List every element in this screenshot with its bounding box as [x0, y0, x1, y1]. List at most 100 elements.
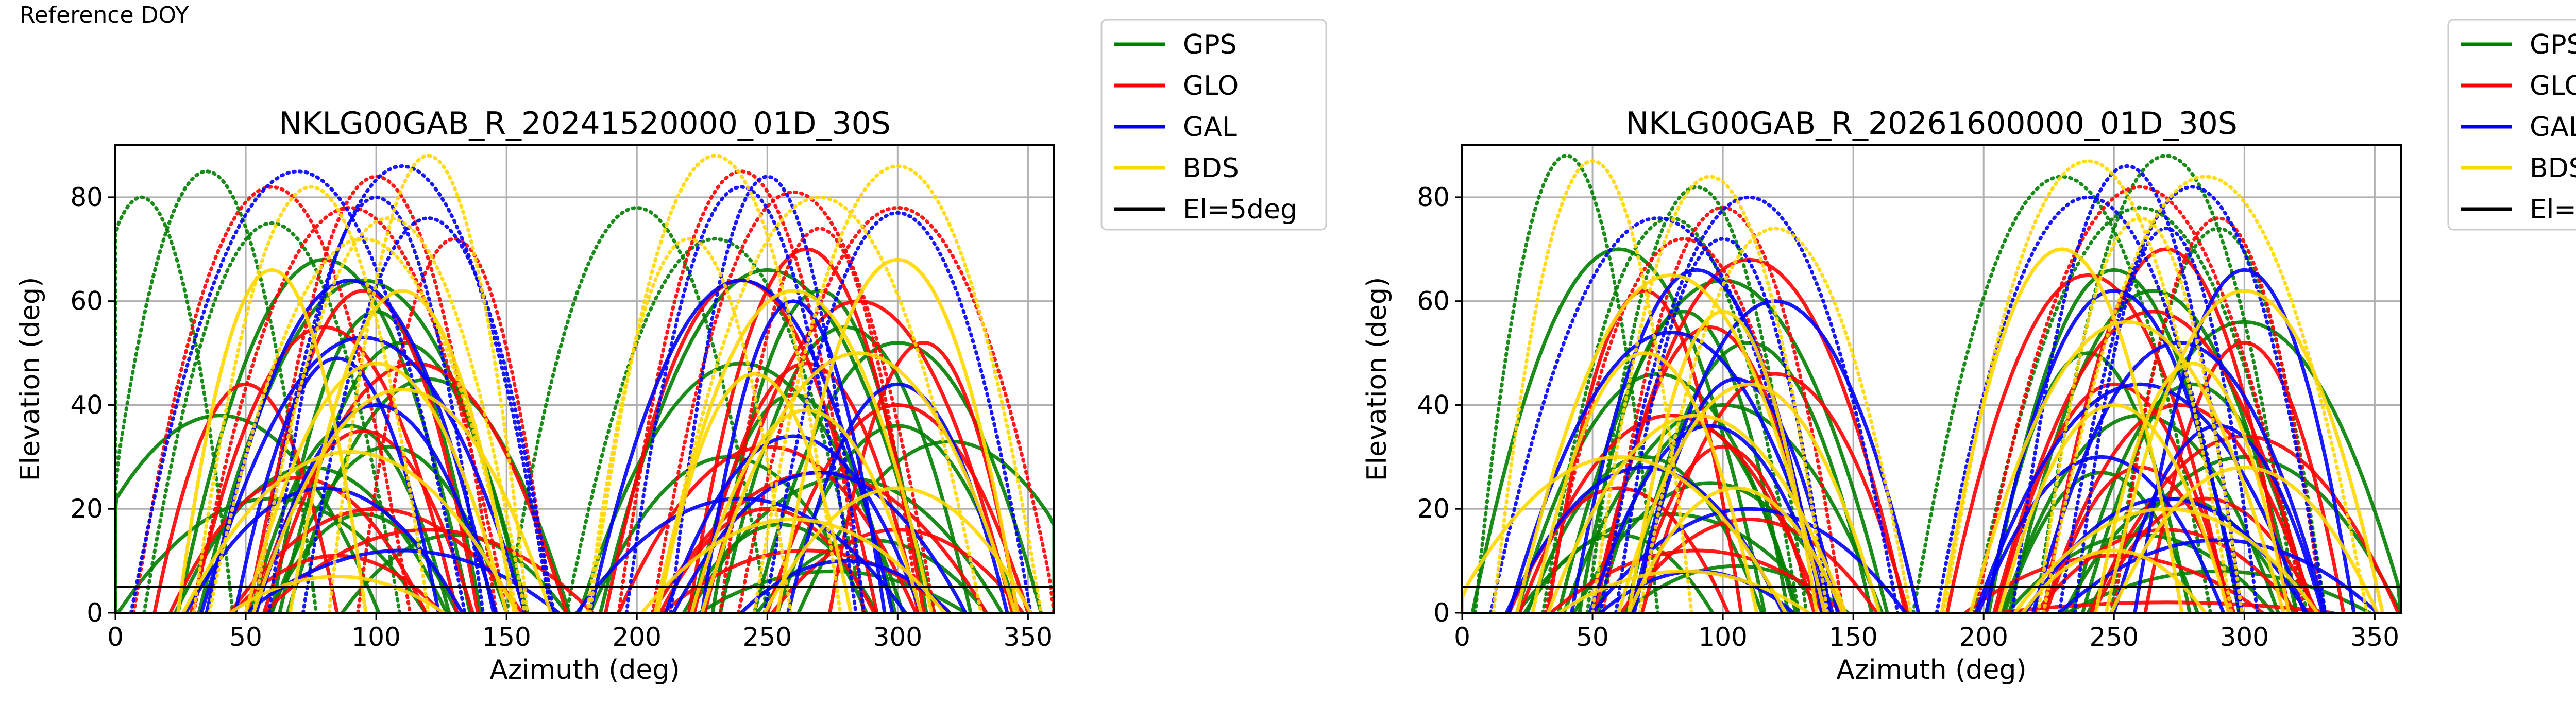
satellite-track — [504, 205, 769, 613]
satellite-track — [251, 216, 527, 613]
satellite-track — [1637, 226, 1912, 613]
satellite-track — [1507, 330, 1835, 613]
satellite-track — [270, 310, 483, 613]
satellite-track — [1614, 237, 1832, 613]
y-tick-label: 60 — [1417, 286, 1450, 316]
satellite-track — [301, 216, 555, 613]
satellite-track — [176, 268, 368, 613]
satellite-track — [653, 288, 934, 613]
x-tick-label: 0 — [107, 622, 124, 652]
satellite-track — [2133, 268, 2356, 613]
satellite-track — [1997, 403, 2231, 613]
satellite-track — [765, 403, 1030, 613]
satellite-track — [739, 559, 952, 613]
satellite-track — [692, 362, 921, 613]
satellite-track — [588, 153, 842, 613]
satellite-track — [1572, 481, 1848, 613]
y-tick-label: 20 — [70, 494, 103, 524]
satellite-track — [828, 340, 1020, 613]
legend: GPS GLO GAL BDS El=5deg — [1100, 19, 1327, 231]
x-tick-label: 150 — [482, 622, 531, 652]
satellite-track — [1585, 185, 1808, 613]
satellite-track — [129, 169, 467, 613]
satellite-track — [762, 211, 1032, 613]
satellite-track — [718, 226, 921, 613]
x-tick-label: 250 — [743, 622, 792, 652]
satellite-track — [1562, 403, 1884, 613]
satellite-track — [1588, 424, 1832, 613]
satellite-track — [1462, 455, 1788, 613]
satellite-track — [262, 362, 569, 613]
legend-label: GLO — [2530, 71, 2576, 101]
satellite-track — [2013, 507, 2319, 613]
satellite-track — [1556, 569, 1811, 613]
satellite-track — [700, 299, 887, 613]
satellite-track — [1627, 486, 1845, 613]
satellite-track — [1601, 205, 1845, 613]
y-tick-label: 80 — [1417, 182, 1450, 212]
axes-frame — [1461, 144, 2402, 614]
satellite-track — [664, 434, 923, 613]
satellite-track — [1492, 159, 1693, 613]
satellite-track — [2094, 362, 2291, 613]
legend-label: GAL — [1183, 112, 1237, 143]
satellite-track — [776, 257, 1020, 613]
satellite-track — [762, 486, 1032, 613]
x-tick-label: 200 — [613, 622, 662, 652]
satellite-track — [656, 372, 853, 613]
satellite-track — [228, 574, 446, 613]
satellite-track — [1995, 382, 2233, 613]
y-axis-label: Elevation (deg) — [1362, 277, 1393, 482]
satellite-track — [1969, 320, 2285, 613]
satellite-track — [1549, 548, 1845, 613]
legend-label: GPS — [2530, 29, 2576, 60]
y-tick-label: 80 — [70, 182, 103, 212]
satellite-track — [199, 335, 527, 613]
satellite-track — [1489, 216, 1826, 613]
y-tick-label: 20 — [1417, 494, 1450, 524]
satellite-track — [1590, 174, 1829, 613]
satellite-track — [189, 325, 459, 613]
satellite-track — [1974, 382, 2307, 613]
satellite-track — [1627, 310, 1819, 613]
satellite-track — [700, 351, 1017, 613]
satellite-track — [1940, 247, 2184, 613]
satellite-track — [356, 237, 553, 613]
satellite-track — [251, 164, 553, 613]
satellite-track — [661, 548, 952, 613]
satellite-track — [115, 195, 235, 613]
satellite-track — [228, 507, 524, 613]
satellite-track — [2143, 340, 2346, 613]
satellite-track — [585, 237, 793, 613]
x-tick-label: 300 — [2220, 622, 2269, 652]
series-bds — [176, 153, 1043, 613]
x-tick-label: 200 — [1959, 622, 2008, 652]
satellite-track — [737, 205, 1054, 613]
satellite-track — [651, 190, 936, 613]
satellite-track — [327, 153, 530, 613]
satellite-track — [752, 164, 1043, 613]
legend: GPS GLO GAL BDS El=5deg — [2447, 19, 2576, 231]
satellite-track — [192, 185, 430, 613]
axes-frame — [114, 144, 1055, 614]
satellite-track — [690, 408, 923, 613]
legend-label: El=5deg — [2530, 194, 2576, 225]
x-tick-label: 50 — [1576, 622, 1609, 652]
satellite-track — [1617, 382, 1882, 613]
satellite-track — [2109, 465, 2379, 613]
satellite-track — [1630, 444, 1816, 613]
series-bds — [1462, 159, 2385, 613]
legend-box — [2447, 19, 2576, 231]
satellite-track — [251, 387, 553, 613]
plot-area — [1462, 153, 2401, 613]
satellite-track — [1541, 216, 1801, 613]
chart-panel-2: 0 50 100 150 200 250 300 350 0 20 40 60 80 NKLG00GAB_… — [1362, 19, 2576, 685]
satellite-track — [233, 356, 441, 613]
x-tick-label: 50 — [229, 622, 262, 652]
x-tick-label: 300 — [873, 622, 922, 652]
satellite-track — [624, 185, 858, 613]
satellite-track — [2010, 164, 2244, 613]
y-tick-label: 0 — [87, 598, 103, 628]
